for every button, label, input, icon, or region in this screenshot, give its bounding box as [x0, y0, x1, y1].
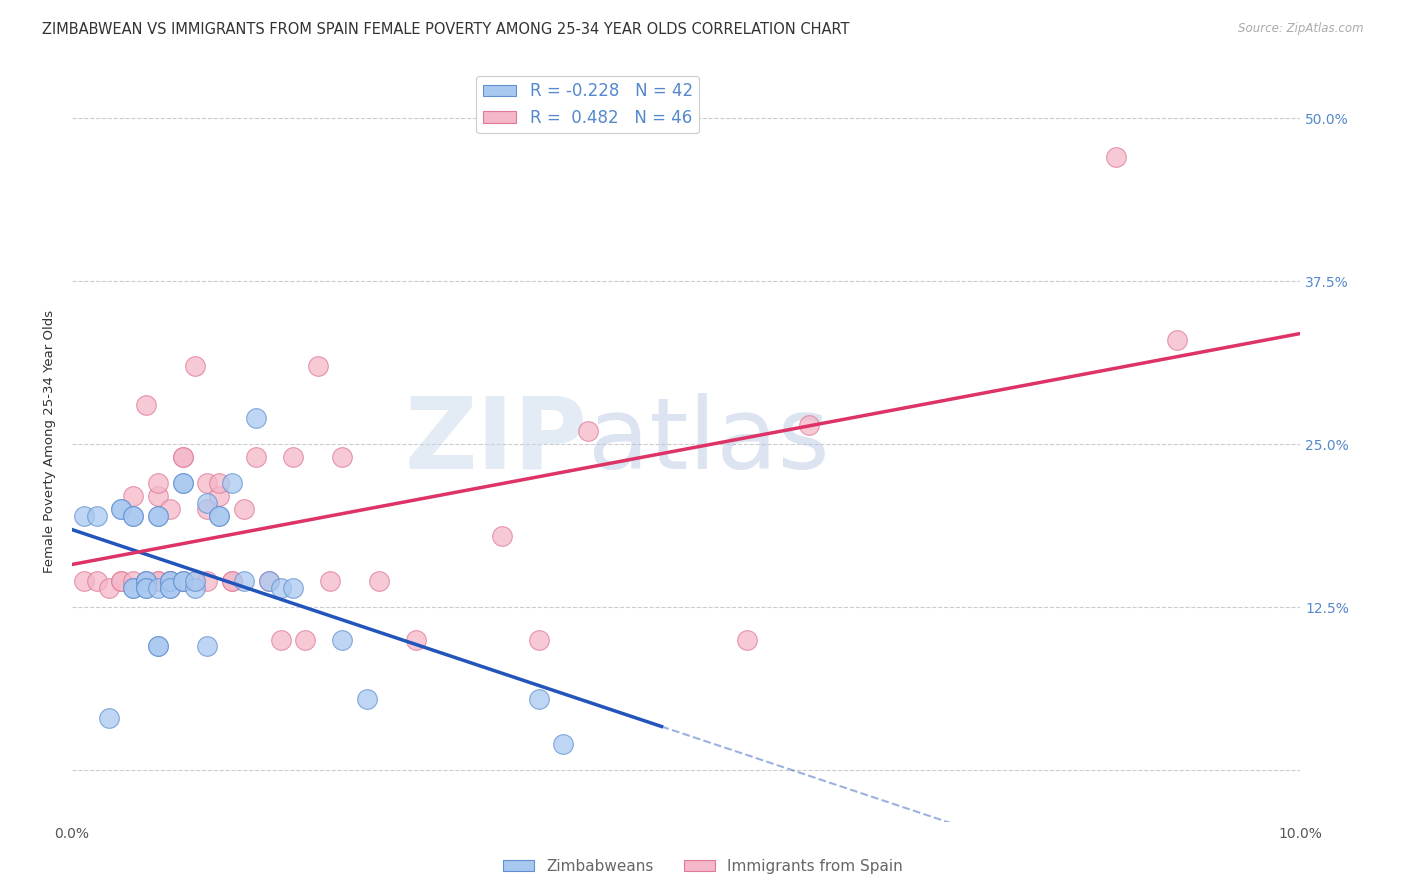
Point — [97, 711, 120, 725]
Point — [195, 476, 218, 491]
Point — [110, 502, 132, 516]
Point — [159, 574, 181, 589]
Point — [122, 581, 145, 595]
Point — [172, 574, 194, 589]
Point — [270, 581, 292, 595]
Point — [737, 632, 759, 647]
Point — [208, 490, 231, 504]
Point — [110, 502, 132, 516]
Legend: Zimbabweans, Immigrants from Spain: Zimbabweans, Immigrants from Spain — [498, 853, 908, 880]
Point — [1105, 150, 1128, 164]
Point — [73, 508, 96, 523]
Y-axis label: Female Poverty Among 25-34 Year Olds: Female Poverty Among 25-34 Year Olds — [44, 310, 56, 573]
Point — [221, 574, 243, 589]
Point — [221, 574, 243, 589]
Point — [221, 476, 243, 491]
Point — [208, 508, 231, 523]
Point — [146, 574, 169, 589]
Point — [159, 581, 181, 595]
Point — [172, 574, 194, 589]
Point — [281, 581, 304, 595]
Point — [195, 574, 218, 589]
Point — [195, 640, 218, 654]
Point — [110, 574, 132, 589]
Point — [146, 476, 169, 491]
Point — [135, 574, 157, 589]
Point — [576, 424, 599, 438]
Legend: R = -0.228   N = 42, R =  0.482   N = 46: R = -0.228 N = 42, R = 0.482 N = 46 — [477, 76, 699, 133]
Point — [797, 417, 820, 432]
Point — [281, 450, 304, 465]
Point — [146, 581, 169, 595]
Point — [159, 574, 181, 589]
Point — [122, 508, 145, 523]
Point — [146, 640, 169, 654]
Point — [159, 581, 181, 595]
Point — [172, 574, 194, 589]
Point — [245, 411, 267, 425]
Point — [553, 737, 575, 751]
Point — [233, 574, 256, 589]
Point — [330, 450, 353, 465]
Point — [146, 574, 169, 589]
Point — [257, 574, 280, 589]
Point — [195, 496, 218, 510]
Point — [122, 490, 145, 504]
Point — [122, 508, 145, 523]
Point — [172, 476, 194, 491]
Point — [368, 574, 391, 589]
Point — [245, 450, 267, 465]
Text: ZIMBABWEAN VS IMMIGRANTS FROM SPAIN FEMALE POVERTY AMONG 25-34 YEAR OLDS CORRELA: ZIMBABWEAN VS IMMIGRANTS FROM SPAIN FEMA… — [42, 22, 849, 37]
Point — [122, 574, 145, 589]
Point — [184, 581, 207, 595]
Point — [307, 359, 329, 373]
Point — [491, 528, 513, 542]
Point — [159, 574, 181, 589]
Point — [172, 450, 194, 465]
Point — [356, 691, 378, 706]
Point — [184, 574, 207, 589]
Point — [527, 691, 550, 706]
Point — [135, 574, 157, 589]
Point — [135, 581, 157, 595]
Point — [527, 632, 550, 647]
Point — [208, 476, 231, 491]
Point — [135, 398, 157, 412]
Point — [184, 359, 207, 373]
Point — [135, 574, 157, 589]
Point — [86, 508, 108, 523]
Point — [405, 632, 427, 647]
Point — [73, 574, 96, 589]
Point — [172, 476, 194, 491]
Point — [146, 508, 169, 523]
Point — [159, 574, 181, 589]
Point — [195, 502, 218, 516]
Point — [257, 574, 280, 589]
Point — [146, 508, 169, 523]
Point — [330, 632, 353, 647]
Point — [208, 508, 231, 523]
Text: atlas: atlas — [588, 392, 830, 490]
Point — [122, 581, 145, 595]
Text: ZIP: ZIP — [405, 392, 588, 490]
Point — [110, 574, 132, 589]
Point — [172, 450, 194, 465]
Point — [159, 502, 181, 516]
Point — [233, 502, 256, 516]
Point — [184, 574, 207, 589]
Point — [146, 640, 169, 654]
Point — [294, 632, 316, 647]
Point — [135, 581, 157, 595]
Point — [86, 574, 108, 589]
Point — [146, 490, 169, 504]
Text: Source: ZipAtlas.com: Source: ZipAtlas.com — [1239, 22, 1364, 36]
Point — [97, 581, 120, 595]
Point — [1166, 333, 1188, 347]
Point — [319, 574, 342, 589]
Point — [270, 632, 292, 647]
